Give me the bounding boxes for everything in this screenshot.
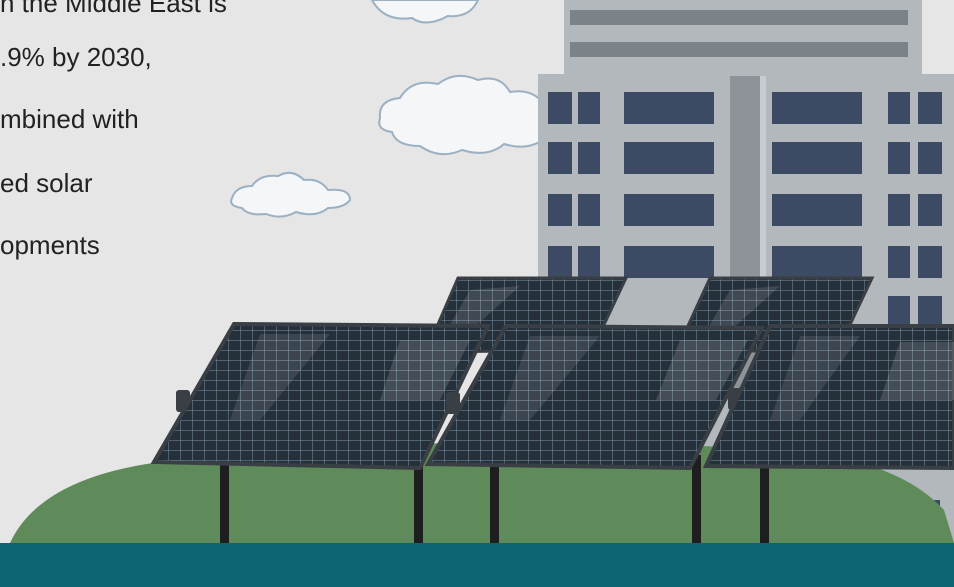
cloud-icon [230, 171, 352, 218]
cloud-icon [370, 0, 480, 24]
caption-line-2: .9% by 2030, [0, 42, 152, 72]
caption-line-3: mbined with [0, 104, 139, 134]
solar-panel-icon [702, 324, 954, 543]
solar-panel-icon [150, 321, 492, 543]
caption-line-1: n the Middle East is [0, 0, 227, 18]
caption-line-5: opments [0, 230, 100, 260]
caption-line-4: ed solar [0, 168, 93, 198]
footer-bar [0, 543, 954, 587]
